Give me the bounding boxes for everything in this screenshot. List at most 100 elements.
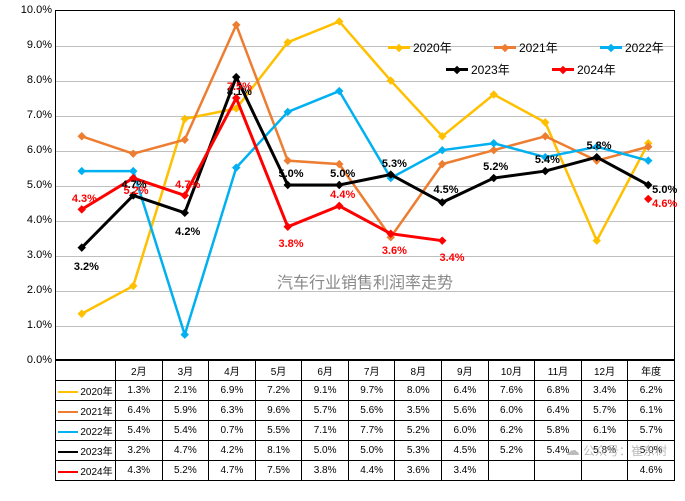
data-label: 5.0% <box>330 168 355 180</box>
legend-item: .legend .swatch[style*="#ff0000"]::after… <box>552 61 616 78</box>
cell: 6.1% <box>581 421 628 441</box>
cell: 5.4% <box>162 421 209 441</box>
chart-plot-area: 汽车行业销售利润率走势 .legend .swatch[style*="#ffc… <box>55 10 675 360</box>
data-label: 3.6% <box>382 245 407 257</box>
cell: 4.3% <box>116 461 163 481</box>
legend-item: .legend .swatch[style*="#ed7d31"]::after… <box>494 39 558 56</box>
data-label: 5.0% <box>279 168 304 180</box>
cell: 6.4% <box>116 401 163 421</box>
data-label: 4.3% <box>72 193 97 205</box>
legend-item: .legend .swatch[style*="#ffc000"]::after… <box>388 39 452 56</box>
cell: 5.6% <box>348 401 395 421</box>
cell: 3.6% <box>395 461 442 481</box>
data-label: 3.8% <box>279 238 304 250</box>
legend-item: .legend .swatch[style*="#000000"]::after… <box>446 61 510 78</box>
cell: 9.7% <box>348 381 395 401</box>
cell: 5.0% <box>348 441 395 461</box>
col-header: 3月 <box>162 361 209 381</box>
data-label: 7.5% <box>227 81 252 93</box>
cell: 5.7% <box>581 401 628 421</box>
cell: 3.4% <box>581 381 628 401</box>
cell: 4.4% <box>348 461 395 481</box>
col-header: 6月 <box>302 361 349 381</box>
data-label: 5.8% <box>587 140 612 152</box>
col-header: 10月 <box>488 361 535 381</box>
cell: 5.4% <box>116 421 163 441</box>
data-table: 2月3月4月5月6月7月8月9月10月11月12月年度 .row-swatch[s… <box>55 360 675 481</box>
cell: 5.7% <box>628 421 675 441</box>
cell: 7.6% <box>488 381 535 401</box>
data-label: 4.4% <box>330 189 355 201</box>
cell: 9.6% <box>255 401 302 421</box>
row-header: .row-swatch[style*="rgb(255, 0, 0)"]::af… <box>56 461 116 481</box>
data-label: 3.4% <box>440 252 465 264</box>
data-label: 5.0% <box>652 184 677 196</box>
cell <box>535 461 582 481</box>
cell: 5.6% <box>442 401 489 421</box>
col-header: 5月 <box>255 361 302 381</box>
cell: 3.8% <box>302 461 349 481</box>
cell <box>581 461 628 481</box>
cell: 7.7% <box>348 421 395 441</box>
cell: 5.2% <box>488 441 535 461</box>
cell: 4.7% <box>162 441 209 461</box>
cell: 3.4% <box>442 461 489 481</box>
cell: 6.2% <box>628 381 675 401</box>
cell: 6.0% <box>488 401 535 421</box>
data-label: 4.7% <box>175 179 200 191</box>
cell: 3.2% <box>116 441 163 461</box>
data-label: 5.4% <box>535 154 560 166</box>
row-header: .row-swatch[style*="rgb(0, 176, 240)"]::… <box>56 421 116 441</box>
cell: 5.7% <box>302 401 349 421</box>
cell: 7.2% <box>255 381 302 401</box>
data-label: 3.2% <box>74 261 99 273</box>
legend-item: .legend .swatch[style*="#00b0f0"]::after… <box>600 39 664 56</box>
cell: 4.7% <box>209 461 256 481</box>
cell: 5.5% <box>255 421 302 441</box>
cell: 9.1% <box>302 381 349 401</box>
cell: 5.0% <box>302 441 349 461</box>
cell: 7.5% <box>255 461 302 481</box>
data-label: 5.3% <box>382 158 407 170</box>
cell: 6.2% <box>488 421 535 441</box>
cell: 4.2% <box>209 441 256 461</box>
cell: 3.5% <box>395 401 442 421</box>
cell: 5.3% <box>395 441 442 461</box>
data-label: 4.6% <box>652 198 677 210</box>
data-label: 4.5% <box>434 184 459 196</box>
row-header: .row-swatch[style*="rgb(0, 0, 0)"]::afte… <box>56 441 116 461</box>
cell: 5.2% <box>162 461 209 481</box>
cell: 6.4% <box>535 401 582 421</box>
watermark: ☁ 公众号：崔东树 <box>566 442 667 459</box>
col-header: 8月 <box>395 361 442 381</box>
cell <box>488 461 535 481</box>
col-header: 12月 <box>581 361 628 381</box>
col-header: 4月 <box>209 361 256 381</box>
cell: 6.3% <box>209 401 256 421</box>
cell: 8.0% <box>395 381 442 401</box>
cell: 2.1% <box>162 381 209 401</box>
cell: 8.1% <box>255 441 302 461</box>
cell: 1.3% <box>116 381 163 401</box>
cell: 4.5% <box>442 441 489 461</box>
cell: 0.7% <box>209 421 256 441</box>
cell: 6.9% <box>209 381 256 401</box>
row-header: .row-swatch[style*="rgb(237, 125, 49)"]:… <box>56 401 116 421</box>
chart-title: 汽车行业销售利润率走势 <box>277 269 453 293</box>
cell: 6.8% <box>535 381 582 401</box>
cell: 6.4% <box>442 381 489 401</box>
cell: 6.1% <box>628 401 675 421</box>
cell: 4.6% <box>628 461 675 481</box>
data-label: 5.2% <box>483 161 508 173</box>
col-header: 年度 <box>628 361 675 381</box>
col-header: 9月 <box>442 361 489 381</box>
col-header: 11月 <box>535 361 582 381</box>
data-label: 4.2% <box>175 226 200 238</box>
col-header: 2月 <box>116 361 163 381</box>
cell: 6.0% <box>442 421 489 441</box>
col-header: 7月 <box>348 361 395 381</box>
row-header: .row-swatch[style*="rgb(255, 192, 0)"]::… <box>56 381 116 401</box>
cell: 5.9% <box>162 401 209 421</box>
wechat-icon: ☁ <box>566 442 580 458</box>
data-label: 5.2% <box>124 185 149 197</box>
